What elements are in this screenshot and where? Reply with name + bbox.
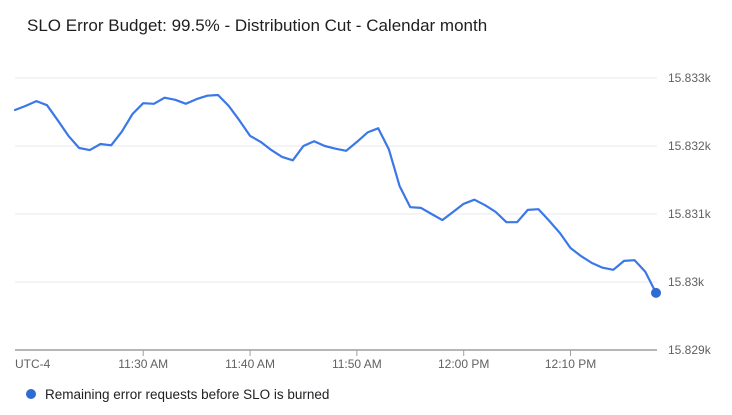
x-axis-label: 11:30 AM [118,357,168,371]
y-axis-label: 15.833k [668,71,712,85]
chart-plot-area[interactable] [15,60,657,350]
line-chart: 15.833k 15.832k 15.831k 15.83k 15.829k 11:30 … [13,60,712,371]
x-axis-timezone-label: UTC-4 [15,357,51,371]
y-axis-label: 15.829k [668,343,712,357]
last-point-marker [651,287,661,298]
y-axis-label: 15.83k [668,275,705,289]
chart-title: SLO Error Budget: 99.5% - Distribution C… [27,16,488,35]
x-axis-label: 11:50 AM [332,357,382,371]
x-axis-label: 12:00 PM [438,357,489,371]
y-axis-label: 15.832k [668,139,712,153]
chart-legend: Remaining error requests before SLO is b… [26,386,329,402]
x-axis-label: 12:10 PM [545,357,596,371]
legend-label: Remaining error requests before SLO is b… [45,386,330,402]
y-axis-label: 15.831k [668,207,712,221]
series-line [13,93,658,294]
x-axis-label: 11:40 AM [225,357,275,371]
legend-marker-icon [26,389,36,399]
